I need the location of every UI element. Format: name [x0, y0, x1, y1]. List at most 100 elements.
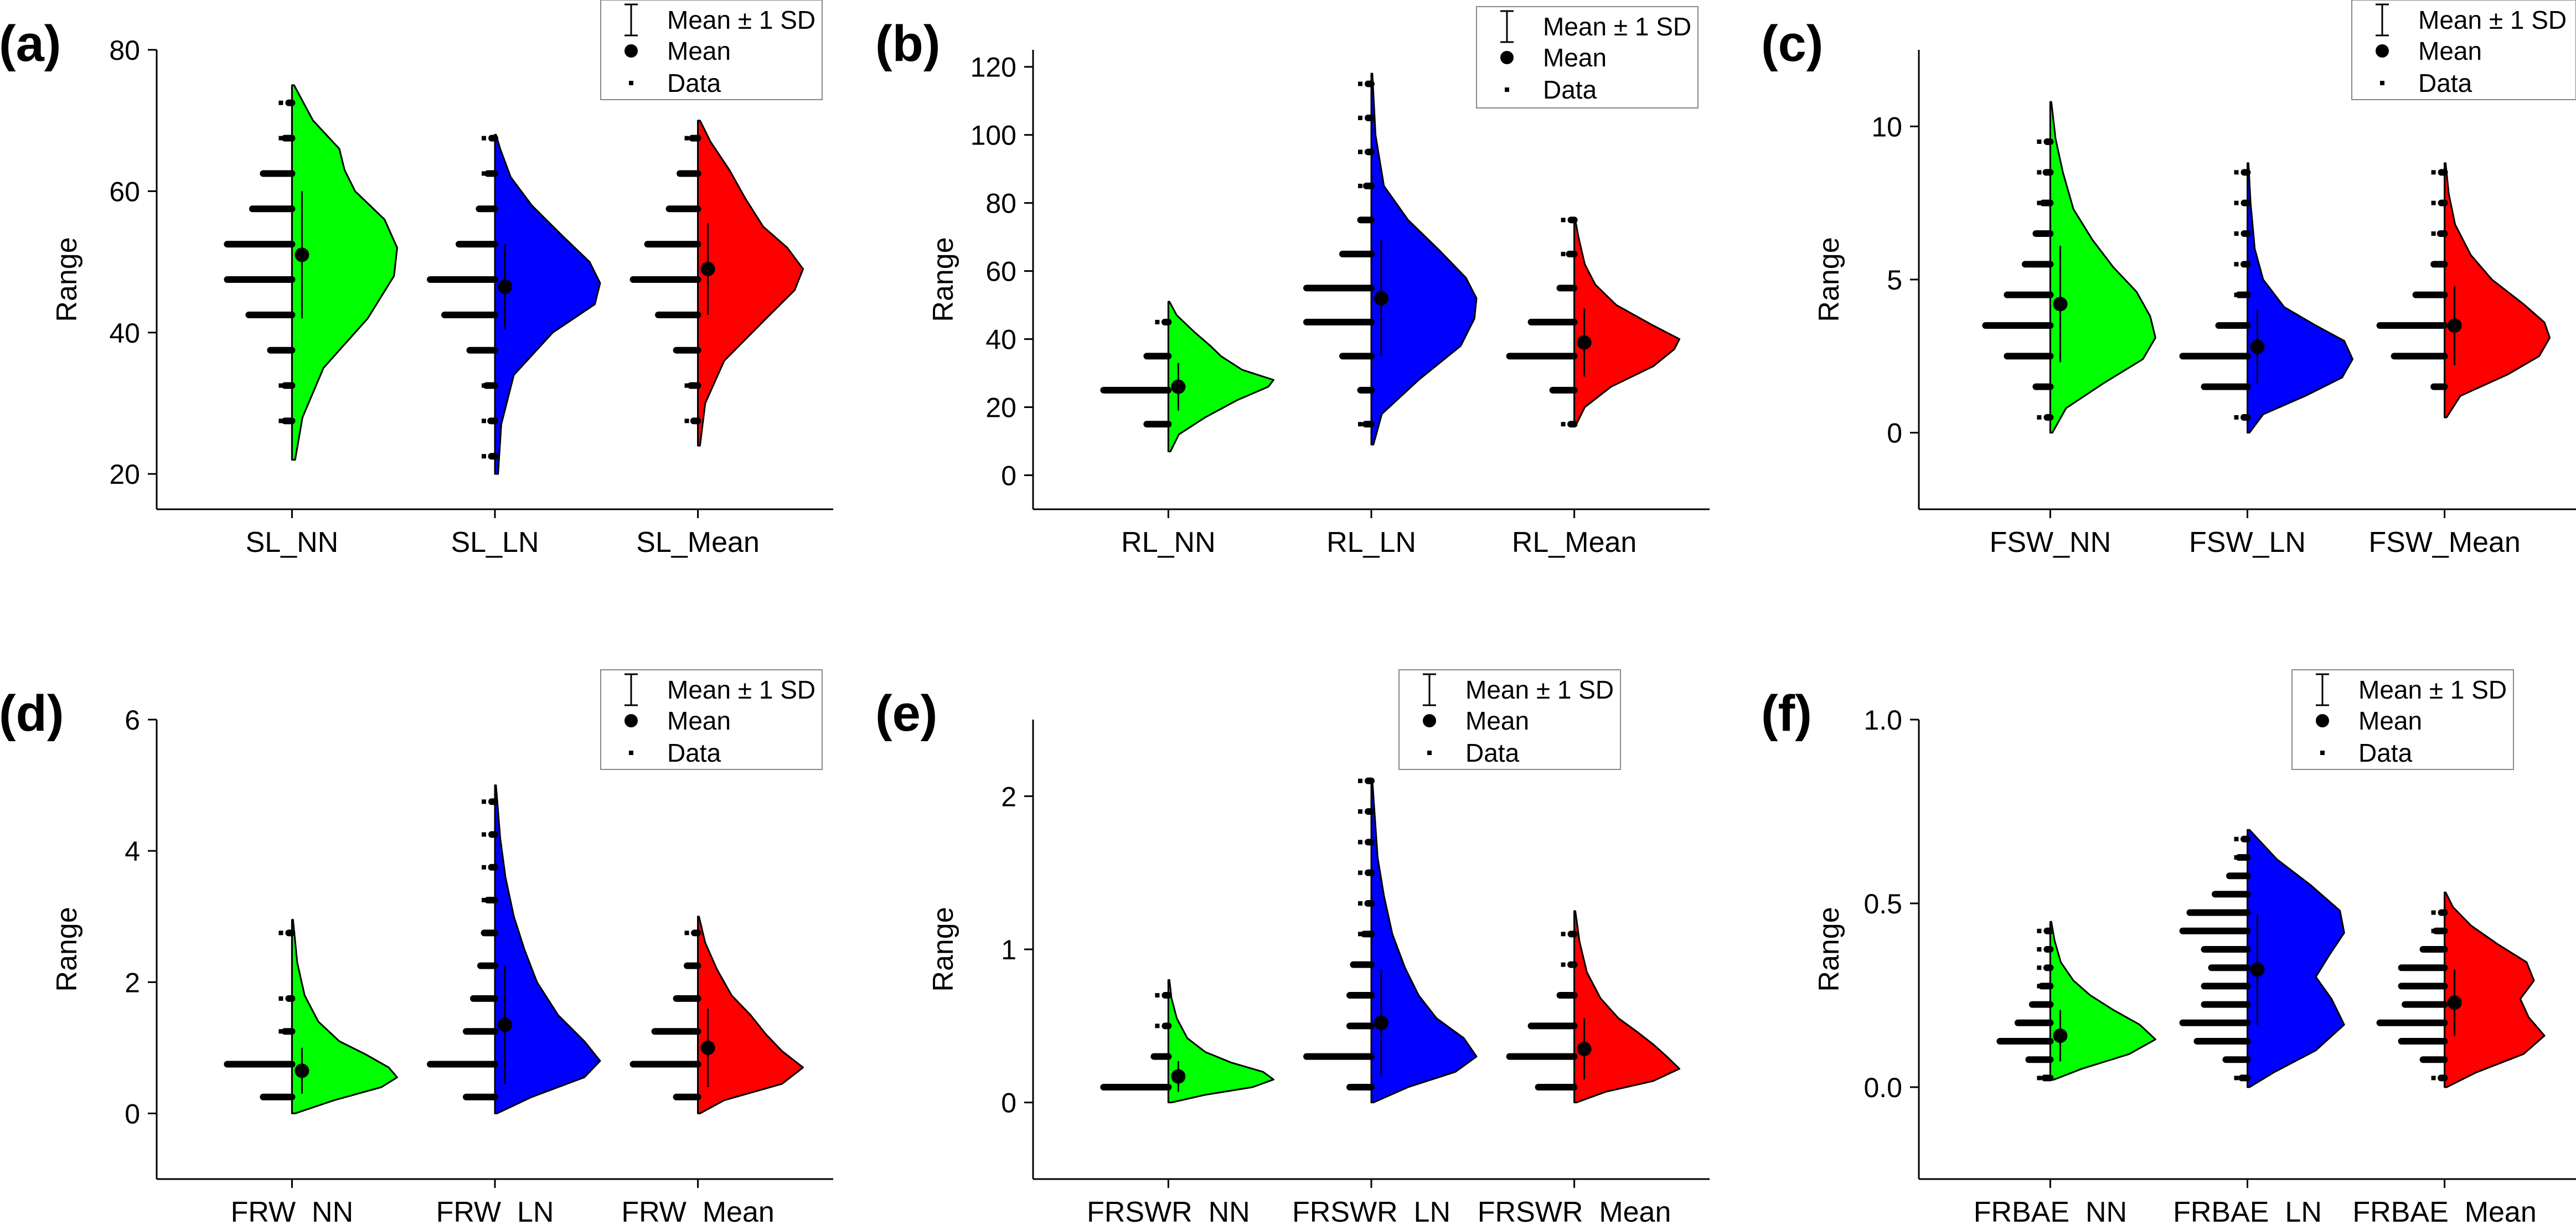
data-point [684, 206, 689, 211]
data-point [278, 383, 283, 388]
mean-marker [1374, 291, 1388, 306]
y-tick-label: 2 [1001, 781, 1016, 812]
legend-data-symbol [629, 751, 633, 755]
data-point [2234, 1057, 2239, 1062]
mean-marker [2447, 995, 2462, 1010]
data-point [1561, 218, 1566, 223]
data-point [2431, 928, 2436, 933]
y-tick-label: 0 [1001, 1088, 1016, 1119]
y-axis-title: Range [927, 237, 959, 322]
data-point [1155, 319, 1160, 324]
panel-e: (e) 0 1 2 Range FRSWR_NN FRSWR_LN FRSWR_Mean Mea… [875, 669, 1710, 1225]
panel-label: (e) [875, 685, 937, 742]
y-tick-label: 0 [1001, 461, 1016, 492]
violin-FSW_LN [2179, 162, 2353, 434]
data-point [1561, 1054, 1566, 1059]
panel-label: (c) [1761, 15, 1823, 72]
panel-label: (b) [875, 15, 940, 72]
data-point [684, 242, 689, 247]
data-point [1561, 1024, 1566, 1028]
data-point [2234, 873, 2239, 878]
data-point [684, 1062, 689, 1067]
data-point [2431, 984, 2436, 989]
data-point [1155, 354, 1160, 359]
data-point [1358, 286, 1362, 291]
data-point [1358, 870, 1362, 875]
data-point [1358, 993, 1362, 997]
data-point [482, 1029, 486, 1034]
violin-shape [697, 916, 804, 1114]
violin-shape [494, 784, 601, 1114]
data-point [278, 1062, 283, 1067]
x-tick-label: FSW_LN [2189, 526, 2306, 559]
data-point [2037, 928, 2042, 933]
data-point [1358, 422, 1362, 427]
data-point [482, 799, 486, 804]
data-point [684, 383, 689, 388]
violin-shape [291, 919, 398, 1114]
violin-shape [494, 133, 601, 475]
data-point [482, 312, 486, 317]
x-tick-label: FRW_Mean [621, 1196, 774, 1225]
data-point [1155, 993, 1160, 997]
data-point [1358, 1024, 1362, 1028]
y-tick-label: 0 [125, 1098, 140, 1129]
y-axis-title: Range [1813, 907, 1845, 991]
x-tick-label: FRBAE_LN [2173, 1196, 2322, 1225]
y-axis-title: Range [51, 907, 83, 991]
data-point [2234, 384, 2239, 389]
legend-label-sd: Mean ± 1 SD [2418, 6, 2567, 34]
data-point [1358, 183, 1362, 188]
mean-marker [2447, 318, 2462, 333]
data-point [1358, 251, 1362, 256]
data-point [482, 348, 486, 353]
data-point [1561, 387, 1566, 392]
data-point [482, 454, 486, 459]
violin-FSW_NN [1982, 101, 2156, 434]
legend-mean-symbol [2376, 44, 2389, 58]
data-point [684, 171, 689, 176]
violin-shape [2049, 921, 2156, 1081]
mean-marker [2250, 339, 2265, 354]
data-point [482, 242, 486, 247]
data-point [2234, 1076, 2239, 1081]
data-point [2037, 984, 2042, 989]
data-point [684, 1094, 689, 1099]
mean-marker [1577, 335, 1592, 350]
mean-marker [2053, 297, 2068, 312]
violin-FRBAE_LN [2179, 829, 2345, 1088]
data-point [482, 963, 486, 968]
x-tick-label: SL_Mean [636, 526, 760, 559]
y-tick-label: 100 [970, 120, 1016, 151]
mean-marker [295, 1063, 309, 1078]
data-point [1561, 1085, 1566, 1089]
data-point [482, 832, 486, 837]
x-tick-label: SL_LN [451, 526, 539, 559]
data-point [2037, 262, 2042, 267]
data-point [2037, 1002, 2042, 1007]
violin-FSW_Mean [2376, 162, 2551, 418]
panel-c: (c) 0 5 10 Range FSW_NN FSW_LN FSW_Mean Mean ± 1… [1761, 0, 2576, 559]
violin-RL_Mean [1506, 216, 1681, 428]
data-point [482, 206, 486, 211]
legend-label-data: Data [1543, 75, 1597, 104]
data-point [1561, 319, 1566, 324]
data-point [2431, 1020, 2436, 1025]
data-point [2234, 984, 2239, 989]
data-point [278, 171, 283, 176]
data-point [1358, 840, 1362, 845]
data-point [482, 277, 486, 282]
data-point [1358, 218, 1362, 223]
data-point [1358, 809, 1362, 814]
data-point [2431, 354, 2436, 359]
violin-FRSWR_Mean [1506, 910, 1681, 1104]
data-point [1358, 932, 1362, 937]
data-point [482, 931, 486, 935]
y-tick-label: 1.0 [1863, 705, 1902, 736]
violin-FRBAE_NN [1996, 921, 2156, 1082]
legend-label-data: Data [1465, 738, 1520, 767]
data-point [482, 1094, 486, 1099]
data-point [2037, 139, 2042, 144]
y-tick-label: 0.5 [1863, 888, 1902, 919]
